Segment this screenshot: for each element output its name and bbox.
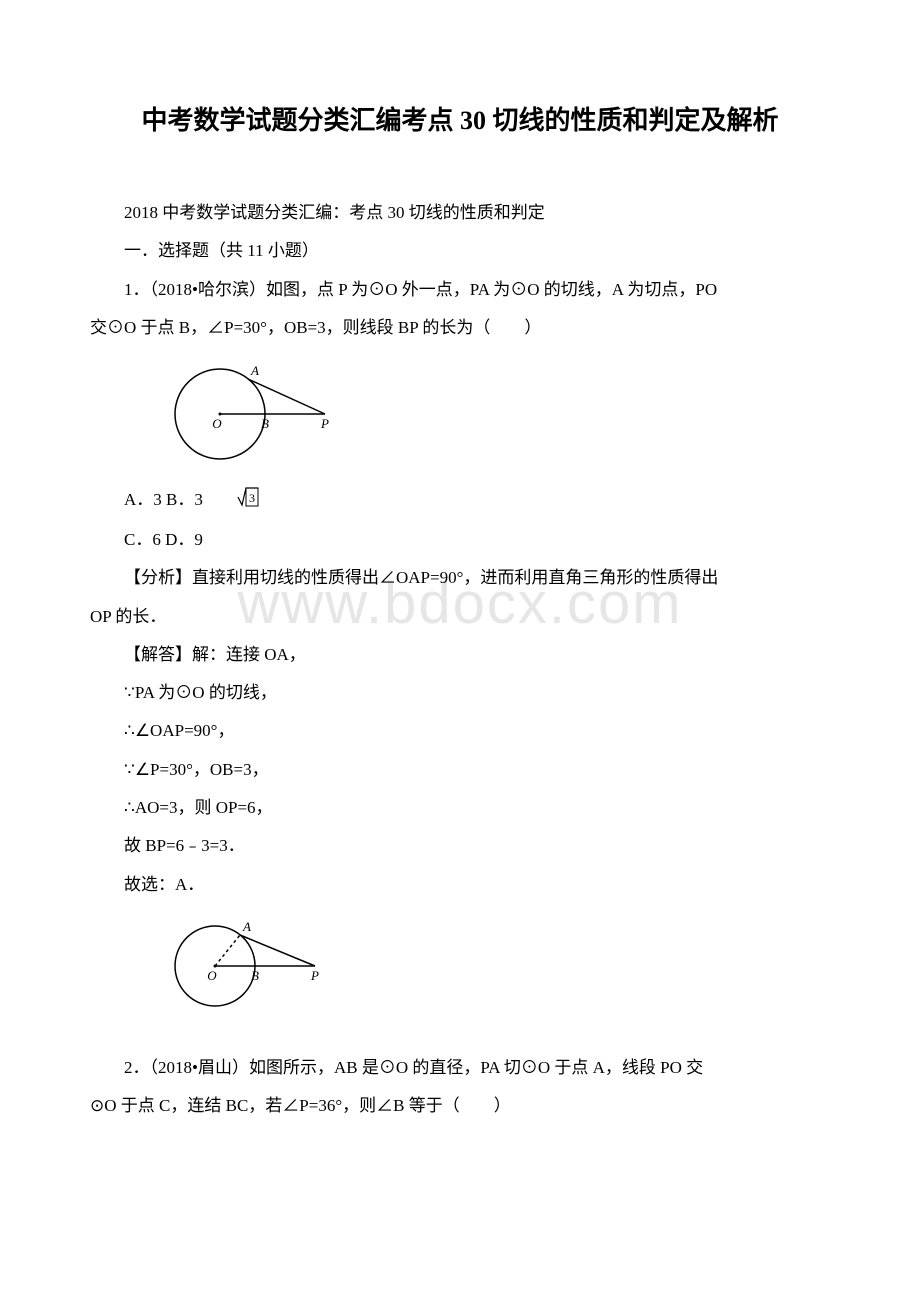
option-ab: A．3 B．3 3 (90, 484, 830, 518)
figure-1: O B P A (160, 354, 830, 474)
svg-text:P: P (320, 416, 329, 431)
question-2-line-b: ⊙O 于点 C，连结 BC，若∠P=36°，则∠B 等于（ ） (90, 1090, 830, 1122)
analysis-line-b: OP 的长． (90, 601, 830, 633)
svg-text:O: O (207, 968, 217, 983)
solution-line-6: 故 BP=6﹣3=3． (90, 830, 830, 862)
svg-text:O: O (212, 416, 222, 431)
section-heading: 一．选择题（共 11 小题） (90, 235, 830, 267)
question-1-line-a: 1．（2018•哈尔滨）如图，点 P 为⊙O 外一点，PA 为⊙O 的切线，A … (90, 274, 830, 306)
page-title: 中考数学试题分类汇编考点 30 切线的性质和判定及解析 (90, 100, 830, 137)
svg-text:B: B (261, 416, 269, 431)
svg-text:P: P (310, 968, 319, 983)
solution-line-7: 故选：A． (90, 869, 830, 901)
question-1-line-b: 交⊙O 于点 B，∠P=30°，OB=3，则线段 BP 的长为（ ） (90, 312, 830, 344)
circle-tangent-diagram-2: O B P A (160, 911, 340, 1011)
circle-tangent-diagram-1: O B P A (160, 354, 350, 469)
analysis-line-a: 【分析】直接利用切线的性质得出∠OAP=90°，进而利用直角三角形的性质得出 (90, 562, 830, 594)
sqrt-3-icon: 3 (203, 485, 259, 518)
document-content: 中考数学试题分类汇编考点 30 切线的性质和判定及解析 2018 中考数学试题分… (90, 100, 830, 1122)
solution-line-4: ∵∠P=30°，OB=3， (90, 754, 830, 786)
solution-line-5: ∴AO=3，则 OP=6， (90, 792, 830, 824)
solution-line-2: ∵PA 为⊙O 的切线， (90, 677, 830, 709)
figure-2: O B P A (160, 911, 830, 1016)
intro-line: 2018 中考数学试题分类汇编：考点 30 切线的性质和判定 (90, 197, 830, 229)
svg-text:B: B (251, 968, 259, 983)
solution-line-1: 【解答】解：连接 OA， (90, 639, 830, 671)
svg-text:A: A (250, 363, 259, 378)
svg-text:3: 3 (249, 491, 255, 505)
option-cd: C．6 D．9 (90, 524, 830, 556)
svg-text:A: A (242, 919, 251, 934)
option-ab-text: A．3 B．3 (124, 490, 203, 509)
solution-line-3: ∴∠OAP=90°， (90, 715, 830, 747)
question-2-line-a: 2．（2018•眉山）如图所示，AB 是⊙O 的直径，PA 切⊙O 于点 A，线… (90, 1052, 830, 1084)
